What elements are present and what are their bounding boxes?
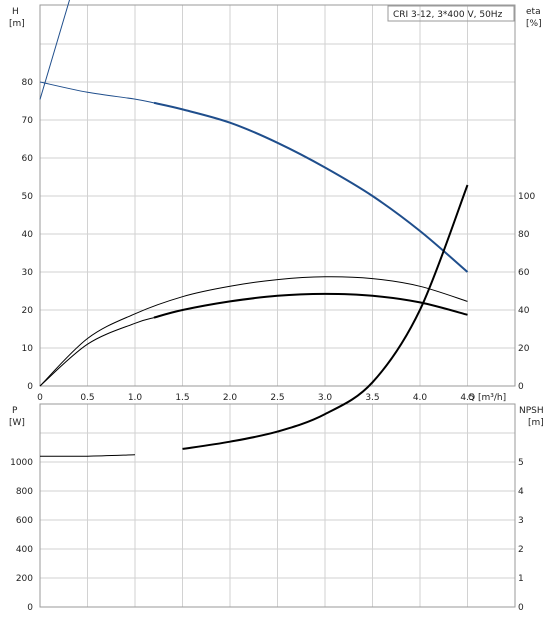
- y-tick-label: 1000: [10, 458, 33, 468]
- y-right-tick-label: 2: [518, 545, 524, 555]
- y-axis-label: P: [12, 406, 18, 416]
- x-tick-label: 0.5: [80, 393, 94, 403]
- x-tick-label: 1.0: [128, 393, 143, 403]
- y-tick-label: 0: [27, 603, 33, 613]
- x-tick-label: 2.5: [270, 393, 284, 403]
- y-right-axis-unit: [m]: [528, 418, 544, 428]
- y-tick-label: 20: [22, 306, 34, 316]
- y-right-tick-label: 1: [518, 574, 524, 584]
- series-line-0-0: [153, 101, 469, 273]
- y-axis-label: H: [12, 7, 19, 17]
- y-right-tick-label: 80: [518, 230, 530, 240]
- x-tick-label: 3.0: [318, 393, 333, 403]
- y-axis-unit: [W]: [9, 418, 25, 428]
- series-line-0-2: [153, 292, 468, 319]
- x-tick-label: 1.5: [175, 393, 189, 403]
- y-tick-label: 70: [22, 116, 34, 126]
- chart-title: CRI 3-12, 3*400 V, 50Hz: [393, 10, 503, 20]
- x-tick-label: 4.0: [413, 393, 428, 403]
- series-line-0-0-lead: [39, 81, 155, 104]
- y-right-tick-label: 0: [518, 603, 524, 613]
- y-right-axis-label: eta: [526, 7, 541, 17]
- x-tick-label: 4.5: [460, 393, 474, 403]
- y-tick-label: 800: [16, 487, 33, 497]
- y-right-tick-label: 4: [518, 487, 524, 497]
- y-right-axis-unit: [%]: [526, 19, 542, 29]
- y-tick-label: 50: [22, 192, 34, 202]
- series-line-0-1: [39, 276, 468, 387]
- y-axis-unit: [m]: [9, 19, 25, 29]
- y-right-tick-label: 5: [518, 458, 524, 468]
- y-right-tick-label: 40: [518, 306, 530, 316]
- title-box: [387, 5, 515, 22]
- x-axis-label: Q [m³/h]: [468, 393, 506, 403]
- series-line-0-2-lead: [39, 317, 155, 387]
- y-right-tick-label: 60: [518, 268, 530, 278]
- y-tick-label: 10: [22, 344, 34, 354]
- y-tick-label: 30: [22, 268, 34, 278]
- y-tick-label: 400: [16, 545, 33, 555]
- y-tick-label: 40: [22, 230, 34, 240]
- y-tick-label: 600: [16, 516, 33, 526]
- x-tick-label: 2.0: [223, 393, 238, 403]
- y-right-tick-label: 0: [518, 382, 524, 392]
- series-line-1-2: [182, 184, 469, 450]
- y-right-tick-label: 3: [518, 516, 524, 526]
- y-right-tick-label: 20: [518, 344, 530, 354]
- power-npsh-panel-frame: [39, 403, 516, 608]
- y-right-axis-label: NPSH: [519, 406, 544, 416]
- x-tick-label: 3.5: [365, 393, 379, 403]
- y-tick-label: 80: [22, 78, 34, 88]
- y-tick-label: 0: [27, 382, 33, 392]
- y-tick-label: 60: [22, 154, 34, 164]
- y-tick-label: 200: [16, 574, 33, 584]
- x-tick-label: 0: [37, 393, 43, 403]
- head-efficiency-panel-frame: [39, 4, 516, 387]
- y-right-tick-label: 100: [518, 192, 535, 202]
- series-line-1-2-lead: [39, 454, 136, 457]
